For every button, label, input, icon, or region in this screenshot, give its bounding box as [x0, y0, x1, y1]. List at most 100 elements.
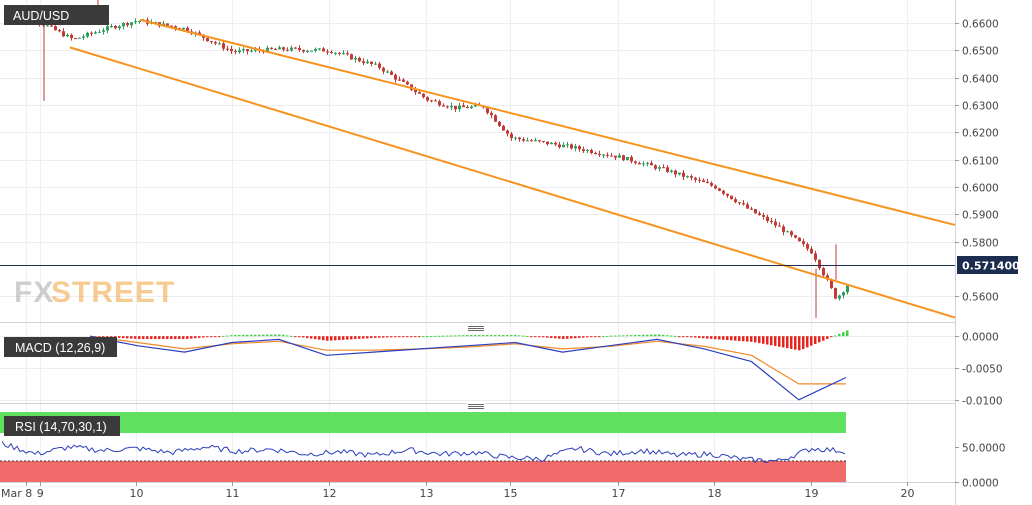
macd-histogram-bar — [194, 336, 197, 339]
macd-histogram-bar — [542, 336, 545, 338]
candle-body — [294, 47, 297, 49]
candle-body — [642, 163, 645, 165]
macd-histogram-bar — [738, 336, 741, 341]
macd-histogram-bar — [462, 335, 465, 337]
macd-histogram-bar — [534, 336, 537, 338]
candle-body — [742, 203, 745, 205]
macd-histogram-bar — [138, 336, 141, 340]
candle-body — [794, 235, 797, 238]
macd-histogram-bar — [554, 336, 557, 339]
price-axis[interactable]: 0.6600 0.6500 0.6400 0.6300 0.6200 0.6100 0.60… — [955, 19, 999, 304]
candle-body — [614, 155, 617, 158]
pane-resize-handle[interactable] — [466, 325, 486, 331]
rsi-indicator — [0, 412, 846, 482]
macd-histogram-bar — [670, 335, 673, 337]
candle-body — [58, 30, 61, 32]
macd-histogram-bar — [346, 336, 349, 340]
candle-body — [450, 105, 453, 108]
candle-body — [514, 137, 517, 139]
macd-histogram-bar — [438, 335, 441, 337]
macd-histogram-bar — [518, 335, 521, 337]
candle-body — [802, 241, 805, 245]
macd-histogram-bar — [354, 336, 357, 340]
macd-histogram-bar — [710, 336, 713, 339]
candle-body — [322, 48, 325, 52]
candle-body — [698, 179, 701, 181]
macd-histogram-bar — [206, 336, 209, 338]
candle-body — [650, 162, 653, 166]
candle-body — [558, 144, 561, 148]
macd-axis[interactable]: 0.0000 -0.0050 -0.0100 — [955, 332, 1003, 408]
macd-histogram-bar — [654, 334, 657, 337]
macd-histogram-bar — [782, 336, 785, 348]
macd-histogram-bar — [118, 336, 121, 338]
candle-body — [126, 23, 129, 26]
candle-body — [582, 149, 585, 152]
macd-histogram-bar — [170, 336, 173, 340]
candle-body — [430, 100, 433, 102]
macd-histogram-bar — [270, 334, 273, 337]
macd-label-text: MACD (12,26,9) — [15, 341, 105, 355]
macd-histogram-bar — [622, 335, 625, 337]
macd-histogram-bar — [146, 336, 149, 340]
rsi-label-text: RSI (14,70,30,1) — [15, 420, 107, 434]
price-axis-tick: 0.6000 — [962, 183, 999, 195]
channel-line — [139, 18, 956, 226]
macd-histogram-bar — [482, 335, 485, 337]
candle-body — [786, 231, 789, 233]
macd-histogram-bar — [234, 335, 237, 337]
candle-body — [530, 140, 533, 142]
candle-body — [462, 105, 465, 108]
candle-body — [278, 47, 281, 50]
candle-body — [738, 202, 741, 204]
macd-histogram-bar — [218, 336, 221, 338]
macd-histogram-bar — [802, 336, 805, 350]
price-axis-tick: 0.6100 — [962, 156, 999, 168]
time-axis-tick: 11 — [226, 487, 240, 500]
current-price-tag: 0.571400 — [957, 256, 1020, 274]
macd-histogram-bar — [746, 336, 749, 342]
macd-histogram-bar — [178, 336, 181, 340]
macd-histogram-bar — [266, 334, 269, 337]
macd-label[interactable]: MACD (12,26,9) — [4, 337, 117, 357]
macd-histogram-bar — [750, 336, 753, 342]
macd-histogram-bar — [478, 335, 481, 337]
candle-body — [694, 177, 697, 180]
candle-body — [762, 215, 765, 217]
time-axis-tick: 18 — [708, 487, 722, 500]
candle-body — [758, 213, 761, 216]
macd-histogram-bar — [642, 334, 645, 337]
macd-histogram-bar — [822, 336, 825, 341]
macd-histogram-bar — [434, 335, 437, 337]
macd-histogram-bar — [406, 336, 409, 338]
macd-histogram-bar — [526, 335, 529, 337]
channel-line — [69, 46, 956, 319]
candle-body — [718, 188, 721, 191]
pane-resize-handle[interactable] — [466, 403, 486, 409]
macd-histogram-bar — [762, 336, 765, 344]
time-axis[interactable]: Mar 8 9 10 11 12 13 15 17 18 19 20 — [1, 482, 915, 500]
macd-histogram-bar — [322, 336, 325, 341]
rsi-axis[interactable]: 50.0000 0.0000 — [955, 443, 1005, 490]
symbol-label[interactable]: AUD/USD — [4, 5, 109, 25]
candle-body — [566, 144, 569, 146]
macd-histogram-bar — [474, 335, 477, 337]
candle-body — [106, 26, 109, 31]
macd-histogram-bar — [806, 336, 809, 348]
macd-histogram-bar — [326, 336, 329, 341]
candle-body — [618, 155, 621, 158]
macd-histogram-bar — [826, 336, 829, 339]
rsi-axis-tick: 0.0000 — [962, 478, 999, 490]
candle-body — [326, 51, 329, 53]
candle-body — [702, 180, 705, 183]
candle-body — [298, 48, 301, 50]
macd-histogram-bar — [154, 336, 157, 340]
macd-histogram-bar — [430, 335, 433, 337]
rsi-label[interactable]: RSI (14,70,30,1) — [4, 416, 120, 436]
macd-histogram-bar — [394, 336, 397, 338]
time-axis-tick: 17 — [612, 487, 626, 500]
macd-histogram-bar — [274, 334, 277, 337]
macd-histogram-bar — [446, 335, 449, 337]
macd-histogram-bar — [426, 336, 429, 338]
candle-body — [234, 51, 237, 53]
